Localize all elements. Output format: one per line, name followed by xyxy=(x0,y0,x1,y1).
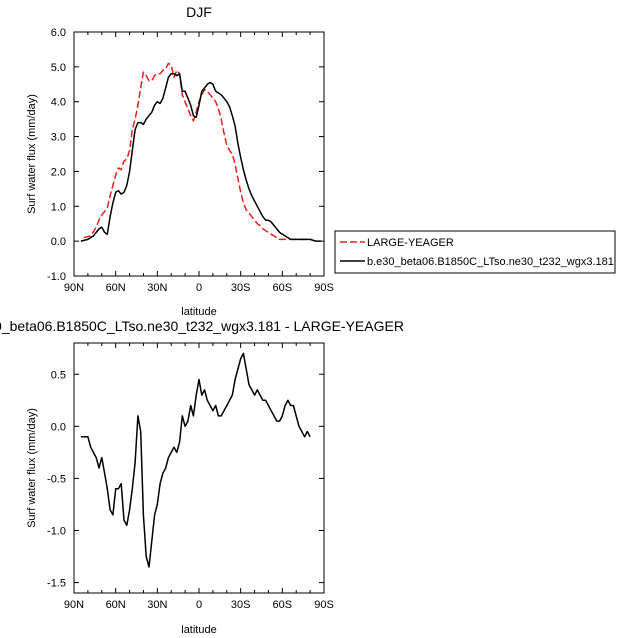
chart-panel-bottom: 90N 60N 30N 0 30S 60S 90S -1.5 -1.0 -0.5 0.0 0.5 0_b… xyxy=(0,318,404,636)
y-tick-label: 0.5 xyxy=(51,369,66,381)
y-tick-label: 0.0 xyxy=(51,421,66,433)
chart-title: DJF xyxy=(186,4,212,20)
x-tick-label: 0 xyxy=(196,282,202,294)
legend-label-2: b.e30_beta06.B1850C_LTso.ne30_t232_wgx3.… xyxy=(367,256,614,268)
y-tick-label: 1.0 xyxy=(51,201,66,213)
x-tick-label: 90N xyxy=(64,282,84,294)
x-tick-label: 30N xyxy=(147,282,167,294)
y-axis-title: Surf water flux (mm/day) xyxy=(26,94,38,214)
y-tick-label: 4.0 xyxy=(51,97,66,109)
chart-legend: LARGE-YEAGER b.e30_beta06.B1850C_LTso.ne3… xyxy=(334,230,616,274)
x-tick-label: 30N xyxy=(147,599,167,611)
x-tick-label: 90S xyxy=(314,282,334,294)
x-axis-title: latitude xyxy=(181,306,216,318)
y-tick-label: 0.0 xyxy=(51,236,66,248)
x-tick-label: 60N xyxy=(106,599,126,611)
y-tick-label: 3.0 xyxy=(51,132,66,144)
y-axis-title: Surf water flux (mm/day) xyxy=(26,408,38,528)
y-tick-label: -1.0 xyxy=(47,526,66,538)
x-tick-label: 60N xyxy=(106,282,126,294)
y-tick-label: 6.0 xyxy=(51,27,66,39)
legend-box xyxy=(334,230,616,274)
y-tick-label: -1.0 xyxy=(47,271,66,283)
y-tick-label: -1.5 xyxy=(47,578,66,590)
x-axis-title: latitude xyxy=(181,624,216,636)
series-line-1 xyxy=(80,352,311,568)
x-tick-label: 90N xyxy=(64,599,84,611)
x-tick-label: 60S xyxy=(273,599,293,611)
y-tick-label: 2.0 xyxy=(51,166,66,178)
x-tick-label: 60S xyxy=(273,282,293,294)
plot-frame xyxy=(73,31,325,277)
y-tick-label: 5.0 xyxy=(51,62,66,74)
y-tick-label: -0.5 xyxy=(47,473,66,485)
x-tick-label: 30S xyxy=(231,599,251,611)
series-line-1 xyxy=(83,62,311,241)
legend-label-1: LARGE-YEAGER xyxy=(367,237,454,249)
x-tick-label: 30S xyxy=(231,282,251,294)
x-tick-label: 90S xyxy=(314,599,334,611)
x-tick-label: 0 xyxy=(196,599,202,611)
chart-panel-top: 90N 60N 30N 0 30S 60S 90S -1.0 0.0 1.0 2.0 3.0 4.0 5.… xyxy=(26,4,334,318)
series-line-2 xyxy=(80,73,322,242)
chart-title: 0_beta06.B1850C_LTso.ne30_t232_wgx3.181 … xyxy=(0,318,404,334)
